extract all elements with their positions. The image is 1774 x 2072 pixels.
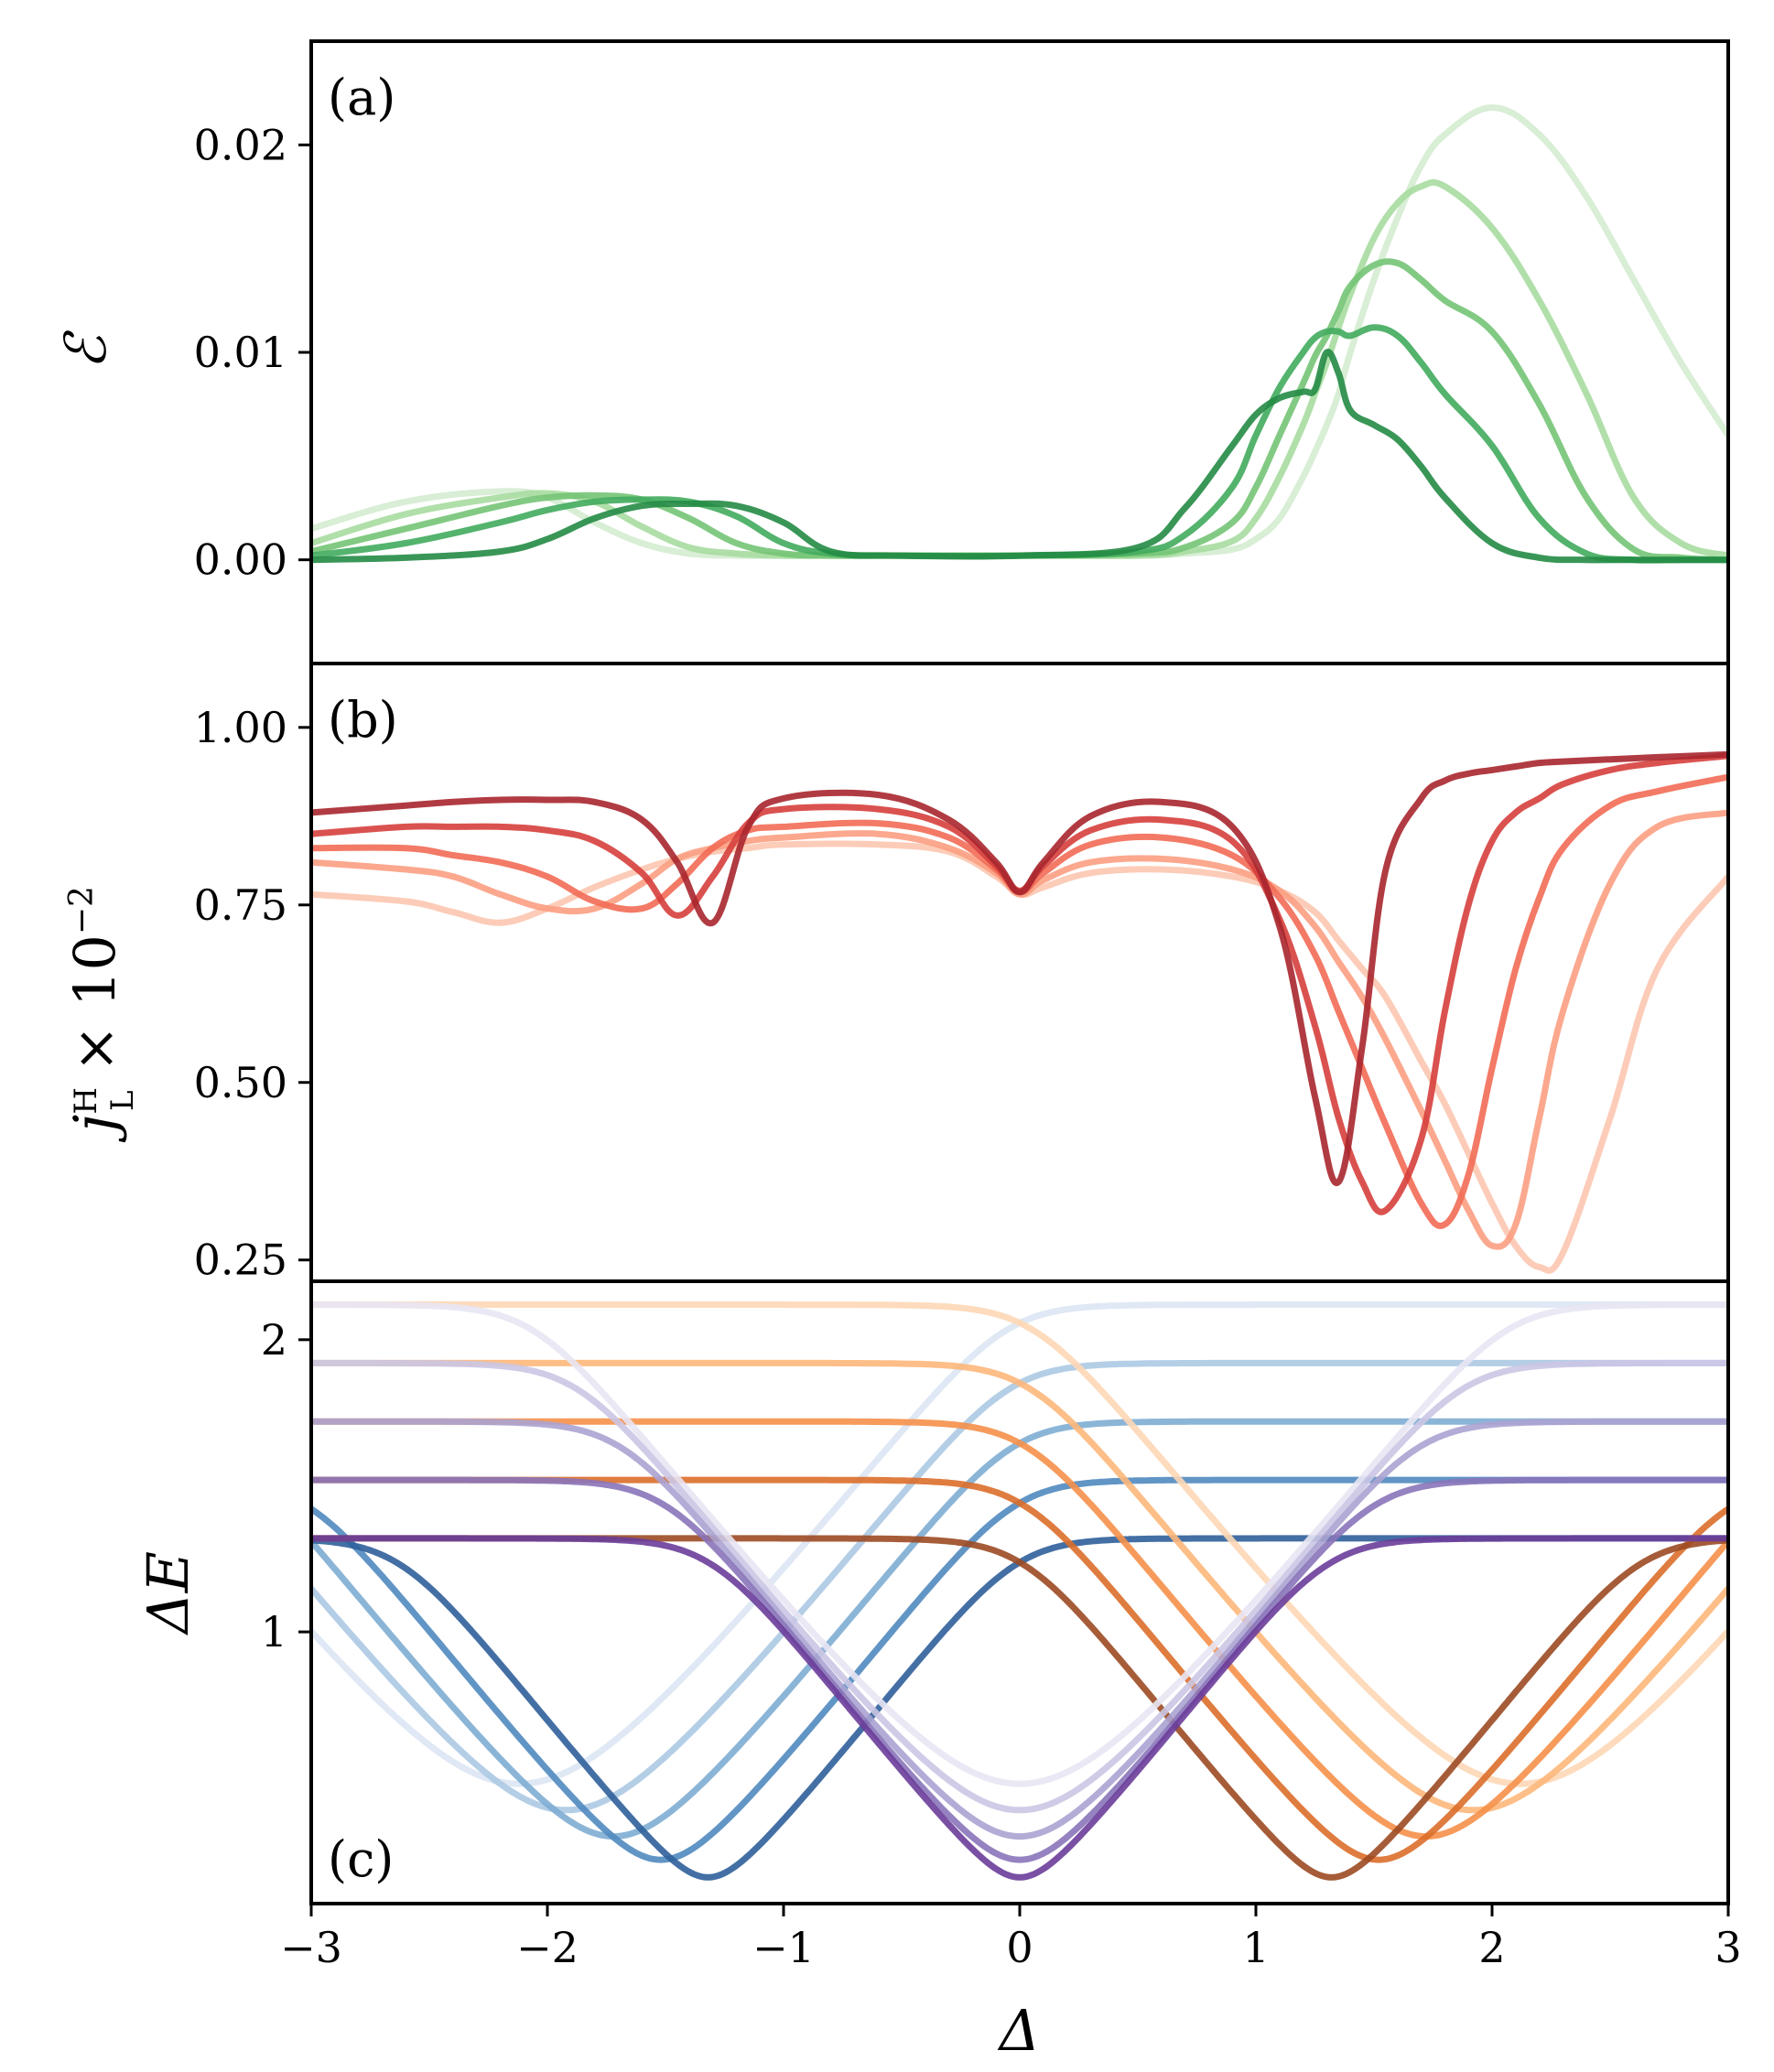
x-axis: −3 −2 −1 0 1 2 3 Δ: [280, 1904, 1742, 2064]
orange-gap-line: [311, 1418, 1728, 1840]
x-tick-label: −2: [516, 1923, 579, 1972]
panel-label: (b): [328, 691, 398, 749]
x-tick-label: −1: [752, 1923, 815, 1972]
panel-label: (c): [328, 1830, 394, 1888]
purple-gap-line: [311, 1476, 1728, 1863]
series-line-s2: [311, 178, 1728, 559]
y-tick-label: 0.01: [194, 328, 287, 377]
y-tick-label: 0.02: [194, 120, 287, 169]
orange-gap-line: [311, 1301, 1728, 1787]
series-line-s1: [311, 104, 1728, 559]
orange-gap-line: [311, 1535, 1728, 1881]
y-axis-label: ΔE: [135, 1551, 201, 1635]
y-tick-label: 0.25: [194, 1236, 287, 1285]
purple-gap-line: [311, 1535, 1728, 1881]
panel-label: (a): [328, 69, 395, 126]
blue-gap-line: [311, 1301, 1728, 1787]
series-line-s3: [311, 773, 1728, 1229]
x-tick-label: 2: [1478, 1923, 1505, 1972]
purple-gap-line: [311, 1301, 1728, 1787]
purple-gap-line: [311, 1418, 1728, 1840]
y-tick-label: 0.50: [194, 1058, 287, 1107]
panel-c: 1 2 (c) ΔE: [135, 1279, 1730, 1905]
y-tick-label: 1.00: [194, 703, 287, 752]
y-tick-label: 1: [261, 1607, 287, 1657]
y-axis-label: ℰ: [52, 330, 119, 370]
series-line-s5: [311, 349, 1728, 564]
x-tick-label: −3: [280, 1923, 342, 1972]
x-tick-label: 3: [1715, 1923, 1741, 1972]
blue-gap-line: [311, 1535, 1728, 1881]
plot-frame: [309, 39, 1730, 665]
series-line-s1: [311, 840, 1728, 1274]
y-tick-label: 0.75: [194, 880, 287, 930]
series-line-s4: [311, 752, 1728, 1215]
blue-gap-line: [311, 1418, 1728, 1840]
y-axis-label: jHL × 10−2: [61, 886, 141, 1143]
panel-b: 0.25 0.50 0.75 1.00 (b) jHL × 10−2: [61, 662, 1730, 1285]
x-axis-label: Δ: [998, 1997, 1041, 2064]
y-tick-label: 0.00: [194, 535, 287, 585]
x-tick-label: 1: [1242, 1923, 1269, 1972]
series-line-s5: [311, 750, 1728, 1187]
series-line-s4: [311, 324, 1728, 564]
series-line-s2: [311, 809, 1728, 1250]
x-tick-label: 0: [1006, 1923, 1033, 1972]
panel-a: 0.00 0.01 0.02 (a) ℰ: [52, 39, 1730, 665]
y-tick-label: 2: [261, 1315, 287, 1365]
purple-gap-line: [311, 1359, 1728, 1814]
